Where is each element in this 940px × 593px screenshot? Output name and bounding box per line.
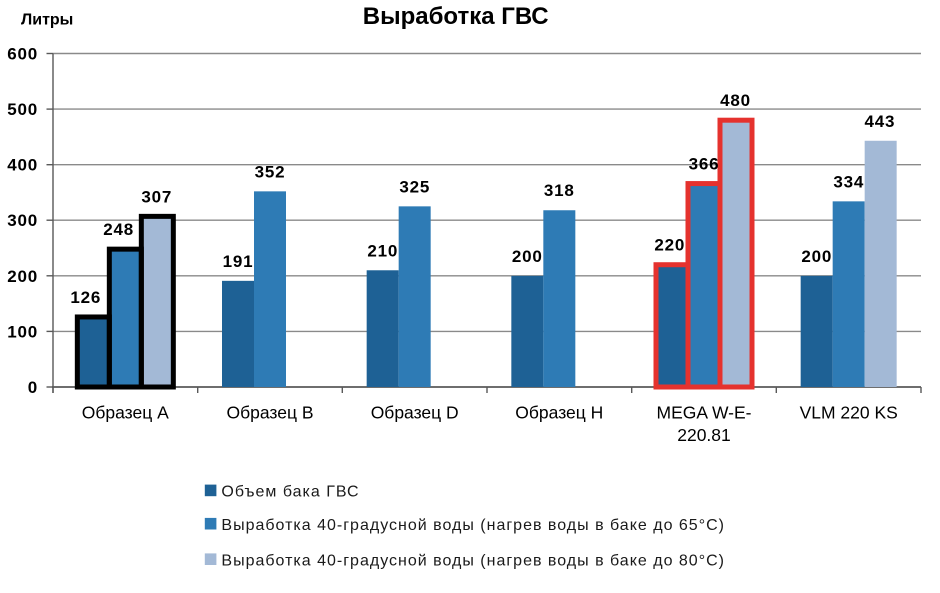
svg-text:0: 0 — [28, 378, 38, 397]
svg-text:Литры: Литры — [21, 12, 73, 29]
svg-text:352: 352 — [255, 162, 286, 181]
svg-text:210: 210 — [367, 241, 398, 260]
svg-text:100: 100 — [7, 322, 38, 341]
svg-text:Объем бака ГВС: Объем бака ГВС — [221, 484, 359, 501]
svg-text:VLM 220 KS: VLM 220 KS — [800, 403, 898, 423]
svg-text:200: 200 — [801, 247, 832, 266]
svg-text:MEGA W-E-: MEGA W-E- — [657, 403, 752, 423]
svg-text:126: 126 — [70, 288, 101, 307]
svg-text:443: 443 — [865, 112, 896, 131]
svg-text:400: 400 — [7, 156, 38, 175]
svg-text:Образец H: Образец H — [515, 403, 603, 423]
svg-text:307: 307 — [141, 187, 172, 206]
svg-text:200: 200 — [512, 247, 543, 266]
svg-text:366: 366 — [689, 155, 720, 174]
svg-text:600: 600 — [7, 45, 38, 64]
svg-text:325: 325 — [399, 177, 430, 196]
svg-text:Образец B: Образец B — [226, 403, 313, 423]
svg-text:480: 480 — [720, 91, 751, 110]
svg-text:Выработка ГВС: Выработка ГВС — [363, 3, 549, 30]
svg-text:248: 248 — [103, 220, 134, 239]
svg-text:Образец D: Образец D — [371, 403, 459, 423]
svg-text:220.81: 220.81 — [677, 425, 731, 445]
svg-text:220: 220 — [654, 236, 685, 255]
svg-text:Образец A: Образец A — [82, 403, 169, 423]
svg-text:500: 500 — [7, 100, 38, 119]
svg-text:334: 334 — [833, 172, 864, 191]
svg-text:318: 318 — [544, 181, 575, 200]
svg-text:Выработка 40-градусной воды (н: Выработка 40-градусной воды (нагрев воды… — [221, 517, 725, 534]
svg-text:200: 200 — [7, 267, 38, 286]
svg-text:Выработка 40-градусной воды (н: Выработка 40-градусной воды (нагрев воды… — [221, 552, 725, 569]
svg-text:191: 191 — [223, 252, 254, 271]
svg-text:300: 300 — [7, 211, 38, 230]
